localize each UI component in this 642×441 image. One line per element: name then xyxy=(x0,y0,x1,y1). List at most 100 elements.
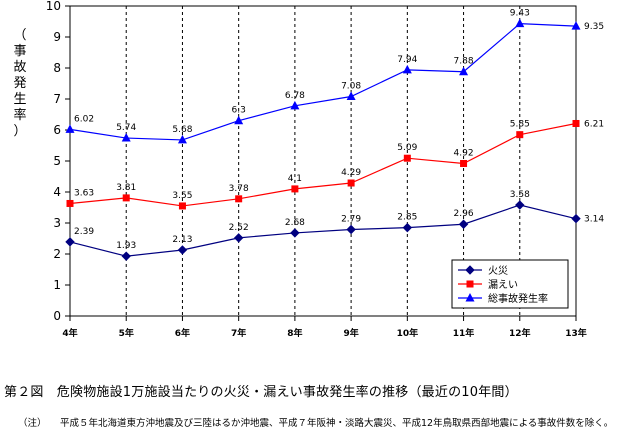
data-point xyxy=(122,194,130,202)
data-point xyxy=(516,131,524,139)
data-label: 5.85 xyxy=(510,120,530,130)
data-label: 7.88 xyxy=(454,57,474,67)
series-2: 3.63 3.81 3.55 3.78 4.1 4.29 5.09 4.92 5.85 6.21 xyxy=(66,119,604,210)
data-label: 5.68 xyxy=(172,125,192,135)
y-axis-label-char: （ xyxy=(13,28,27,43)
data-label: 5.74 xyxy=(116,123,136,133)
y-tick-label: 7 xyxy=(53,92,61,106)
legend-marker xyxy=(466,280,474,288)
data-label: 2.52 xyxy=(229,223,249,233)
data-point xyxy=(572,119,580,127)
y-axis-label-char: 故 xyxy=(13,60,27,75)
data-label: 6.3 xyxy=(232,106,246,116)
x-tick-label: 8年 xyxy=(287,327,302,339)
data-point xyxy=(234,115,244,125)
data-label: 6.02 xyxy=(74,114,94,124)
data-label: 3.55 xyxy=(172,191,192,201)
x-tick-label: 7年 xyxy=(231,327,246,339)
data-point xyxy=(571,21,581,30)
legend-label: 総事故発生率 xyxy=(488,292,548,305)
footnote-mark: （注） xyxy=(18,418,47,429)
data-point xyxy=(65,124,75,133)
data-point xyxy=(515,200,525,210)
y-axis-label-char: 率 xyxy=(13,108,27,123)
data-point xyxy=(177,134,187,144)
figure-caption: 第２図 危険物施設1万施設当たりの火災・漏えい事故発生率の推移（最近の10年間） xyxy=(4,385,518,400)
data-point xyxy=(121,251,131,261)
data-label: 2.13 xyxy=(172,235,192,245)
y-axis-label-char: 生 xyxy=(13,92,27,107)
data-label: 3.81 xyxy=(116,183,136,193)
data-label: 6.78 xyxy=(285,91,305,101)
series-3: 6.02 5.74 5.68 6.3 6.78 7.08 7.94 7.88 9.43 9.35 xyxy=(65,9,604,144)
y-axis-label-char: 事 xyxy=(13,44,27,59)
y-tick-label: 9 xyxy=(53,30,61,44)
x-tick-label: 4年 xyxy=(62,327,77,339)
data-point xyxy=(515,18,525,28)
data-point xyxy=(347,179,355,187)
data-point xyxy=(233,233,244,243)
x-tick-label: 6年 xyxy=(175,327,190,339)
data-label: 9.43 xyxy=(510,9,530,19)
data-point xyxy=(65,237,75,247)
x-tick-label: 9年 xyxy=(343,327,358,339)
series-line xyxy=(69,23,577,141)
y-axis-label: （ 事 故 発 生 率 ） xyxy=(12,28,28,140)
data-label: 7.94 xyxy=(397,55,417,65)
data-point xyxy=(460,159,468,167)
data-label: 2.96 xyxy=(454,209,474,219)
series-1: 2.39 1.93 2.13 2.52 2.68 2.79 2.85 2.96 3.58 3.14 xyxy=(65,190,604,261)
x-tick-label: 11年 xyxy=(453,327,475,339)
y-tick-label: 5 xyxy=(53,154,61,168)
data-point xyxy=(346,224,356,235)
data-point xyxy=(66,199,74,207)
x-tick-label: 10年 xyxy=(397,327,419,339)
data-point xyxy=(346,91,356,101)
x-tick-label: 13年 xyxy=(565,327,587,339)
data-label: 7.08 xyxy=(341,82,361,92)
data-point xyxy=(235,195,243,203)
data-label: 6.21 xyxy=(584,119,604,129)
y-tick-label: 4 xyxy=(53,185,61,199)
data-point xyxy=(571,213,581,224)
data-point xyxy=(290,100,300,110)
data-point xyxy=(459,66,469,76)
data-label: 3.14 xyxy=(584,215,604,225)
y-tick-label: 0 xyxy=(53,309,61,323)
data-label: 9.35 xyxy=(584,22,604,32)
y-tick-label: 2 xyxy=(53,247,61,261)
x-tick-label: 5年 xyxy=(119,327,134,339)
legend-label: 漏えい xyxy=(488,279,518,291)
data-point xyxy=(177,245,188,255)
data-label: 3.63 xyxy=(74,188,94,198)
legend-item: 火災 xyxy=(458,265,508,277)
series-line xyxy=(69,122,577,207)
footnote-text: 平成５年北海道東方沖地震及び三陸はるか沖地震、平成７年阪神・淡路大震災、平成12… xyxy=(60,418,614,429)
y-axis-label-char: ） xyxy=(13,124,27,139)
legend-label: 火災 xyxy=(488,265,508,277)
data-point xyxy=(178,202,186,210)
data-label: 2.39 xyxy=(74,227,94,237)
y-axis-label-char: 発 xyxy=(13,76,27,91)
data-label: 2.79 xyxy=(341,215,361,225)
data-label: 3.58 xyxy=(510,190,530,200)
y-tick-label: 6 xyxy=(53,123,61,137)
legend-item: 総事故発生率 xyxy=(458,292,548,305)
data-point xyxy=(290,228,300,238)
x-tick-label: 12年 xyxy=(509,327,531,339)
data-label: 1.93 xyxy=(116,241,136,251)
y-tick-label: 3 xyxy=(53,216,61,230)
data-label: 5.09 xyxy=(397,143,417,153)
legend-item: 漏えい xyxy=(458,279,518,291)
data-label: 4.1 xyxy=(288,174,302,184)
data-point xyxy=(402,222,413,233)
data-label: 3.78 xyxy=(229,184,249,194)
data-label: 2.85 xyxy=(397,213,417,223)
line-chart: 0 1 2 3 4 5 6 7 8 9 10 4年 5年 6年 7年 8年 9年 10年 11年 12年 13年 2.3… xyxy=(46,0,605,339)
series-group: 2.39 1.93 2.13 2.52 2.68 2.79 2.85 2.96 3.58 3.14… xyxy=(65,9,604,261)
data-point xyxy=(291,185,299,193)
data-label: 2.68 xyxy=(285,218,305,228)
data-label: 4.92 xyxy=(454,148,474,158)
data-point xyxy=(121,133,131,142)
